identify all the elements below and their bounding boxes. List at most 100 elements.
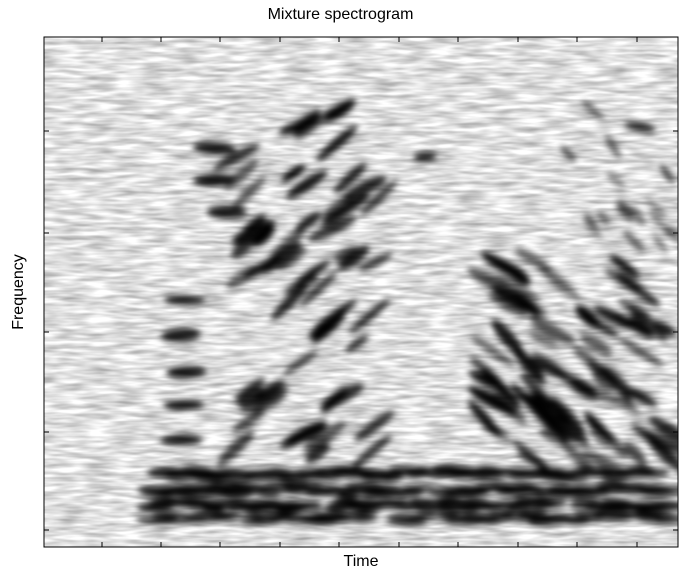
energy-blob (662, 226, 678, 243)
energy-blob (242, 214, 266, 234)
energy-blob (487, 292, 528, 318)
energy-blob (277, 119, 313, 135)
energy-blob (316, 125, 358, 161)
energy-blob (492, 391, 527, 425)
energy-blob (350, 512, 378, 523)
energy-blob (305, 442, 330, 464)
energy-blob (614, 313, 653, 339)
energy-blob (320, 383, 364, 409)
energy-blob (623, 230, 645, 252)
energy-blob (568, 376, 596, 397)
energy-blob (644, 197, 668, 218)
energy-blob (294, 119, 319, 140)
energy-blob (653, 514, 678, 525)
energy-blob (496, 275, 541, 302)
energy-blob (520, 372, 553, 409)
energy-blob (192, 141, 236, 155)
energy-blob (471, 334, 516, 369)
energy-blob (579, 332, 613, 357)
energy-blob (529, 330, 558, 348)
energy-blob (332, 245, 359, 263)
energy-blob (349, 298, 390, 334)
energy-blob (616, 200, 634, 220)
energy-blob (529, 498, 568, 510)
energy-blob (231, 236, 256, 259)
energy-blob (359, 179, 398, 217)
energy-blob (639, 469, 670, 478)
energy-blob (294, 501, 323, 511)
energy-blob (166, 365, 207, 379)
energy-blob (252, 224, 275, 247)
energy-blob (353, 410, 395, 442)
energy-blob (313, 299, 358, 331)
energy-blob (358, 252, 394, 272)
energy-blob (231, 408, 266, 434)
energy-blob (606, 172, 626, 189)
energy-blob (624, 121, 656, 133)
energy-blob (588, 426, 611, 450)
energy-blob (233, 377, 266, 402)
energy-blob (237, 386, 265, 408)
energy-blob (281, 164, 306, 183)
energy-blob (345, 334, 369, 353)
energy-blob (209, 511, 242, 522)
energy-blob (467, 399, 502, 438)
energy-blob (163, 399, 205, 411)
energy-blob (286, 420, 328, 445)
energy-blob (584, 414, 614, 442)
energy-blob (302, 421, 347, 452)
energy-blob (586, 361, 628, 387)
energy-blob (322, 194, 354, 220)
y-axis-label: Frequency (10, 254, 27, 330)
energy-blob (596, 211, 611, 227)
energy-blob (324, 98, 356, 123)
plot-frame (43, 36, 679, 548)
energy-blob (283, 350, 319, 375)
energy-blob (333, 162, 367, 194)
energy-blob (284, 275, 319, 295)
energy-blob (342, 175, 388, 201)
x-axis-label: Time (343, 553, 379, 570)
energy-blob (618, 337, 664, 367)
energy-blob (581, 100, 605, 121)
energy-blob (400, 484, 434, 494)
energy-blob (351, 434, 392, 469)
energy-blob (413, 151, 437, 163)
energy-blob (160, 434, 203, 446)
energy-blob (241, 384, 290, 413)
chart-title: Mixture spectrogram (267, 6, 414, 23)
energy-blob (224, 159, 259, 190)
energy-blob (648, 416, 678, 448)
energy-blob (652, 234, 669, 254)
energy-blob (213, 143, 260, 171)
energy-blob (483, 369, 521, 408)
energy-blob (631, 423, 673, 455)
energy-blob (308, 215, 357, 242)
energy-blob (581, 449, 628, 476)
energy-blob (631, 206, 646, 227)
energy-blob (206, 205, 248, 219)
spectrogram-image (44, 37, 678, 547)
energy-blob (270, 284, 308, 321)
energy-blob (516, 451, 548, 469)
energy-blob (654, 486, 678, 496)
energy-blob (163, 294, 206, 306)
axis-ticks (44, 37, 678, 547)
energy-blob (193, 173, 236, 187)
energy-blob (160, 328, 201, 342)
energy-blob (529, 316, 577, 346)
energy-blob (623, 441, 647, 466)
energy-blob (574, 304, 601, 329)
energy-blob (232, 175, 267, 209)
energy-blob (583, 217, 603, 240)
energy-blob (592, 509, 636, 522)
energy-blob (604, 134, 622, 160)
energy-blob (286, 170, 328, 199)
energy-blob (659, 163, 675, 184)
energy-blob (407, 512, 439, 522)
energy-blob (536, 264, 581, 300)
energy-blobs (135, 98, 678, 527)
energy-blob (621, 385, 658, 407)
energy-blob (338, 244, 370, 271)
